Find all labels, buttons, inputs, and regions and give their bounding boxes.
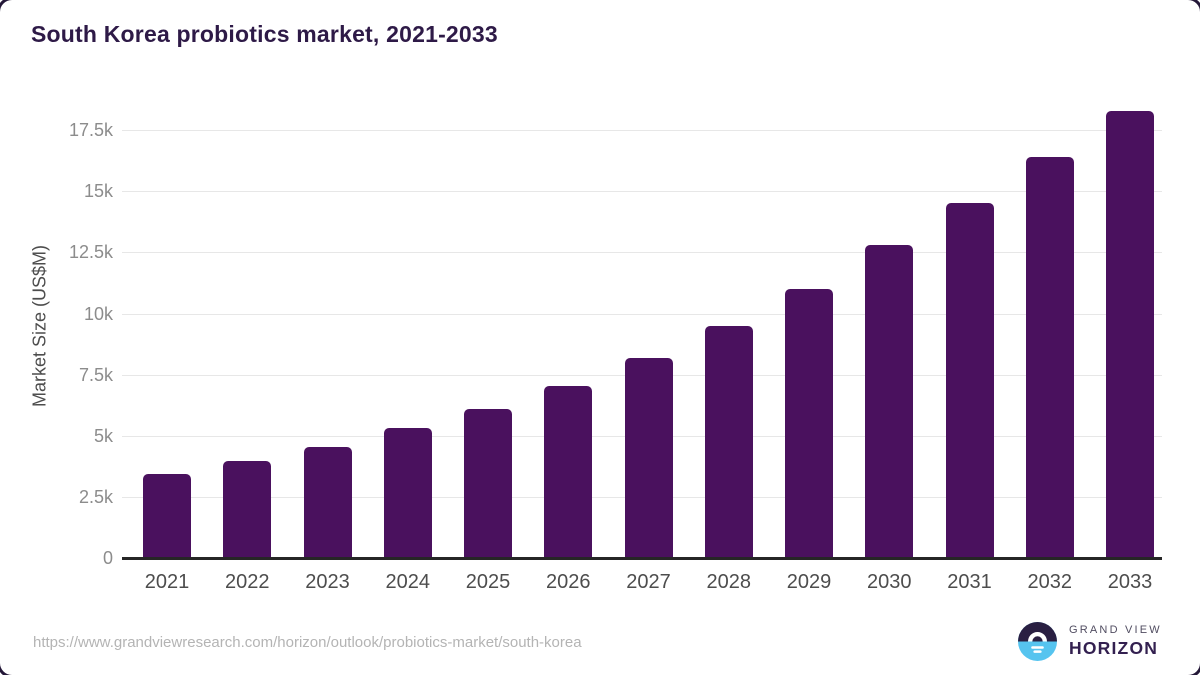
bar-2030[interactable] [865, 245, 914, 558]
bar-2029[interactable] [785, 289, 833, 558]
logo-text-line1: GRAND VIEW [1069, 624, 1162, 636]
x-tick-label-2026: 2026 [546, 571, 591, 593]
x-tick-label-2030: 2030 [867, 571, 912, 593]
x-tick-label-2029: 2029 [786, 571, 832, 593]
y-tick-label: 0 [102, 548, 113, 568]
y-tick-label: 10k [83, 303, 113, 324]
x-tick-label-2023: 2023 [305, 571, 350, 593]
bar-2031[interactable] [945, 203, 994, 558]
gridline-10k [122, 313, 1162, 315]
brand-logo: GRAND VIEW HORIZON [1018, 622, 1162, 661]
bar-2024[interactable] [383, 428, 432, 558]
chart-title: South Korea probiotics market, 2021-2033 [31, 21, 498, 47]
x-tick-label-2022: 2022 [225, 571, 270, 593]
bar-2025[interactable] [464, 408, 512, 558]
y-tick-label: 17.5k [68, 120, 113, 141]
bar-2028[interactable] [704, 325, 753, 558]
x-tick-label-2033: 2033 [1107, 571, 1153, 593]
x-axis-line [122, 557, 1162, 560]
x-tick-label-2028: 2028 [706, 571, 752, 593]
logo-text: GRAND VIEW HORIZON [1069, 624, 1162, 659]
gridline-12.5k [122, 252, 1162, 254]
x-tick-label-2024: 2024 [385, 571, 431, 593]
bar-2032[interactable] [1025, 157, 1074, 558]
bar-2023[interactable] [303, 446, 352, 558]
bar-2033[interactable] [1106, 110, 1154, 558]
horizon-logo-icon [1018, 622, 1057, 661]
y-tick-label: 2.5k [78, 486, 113, 507]
y-tick-label: 12.5k [68, 242, 113, 263]
x-tick-label-2027: 2027 [626, 571, 671, 593]
y-tick-label: 5k [93, 425, 113, 446]
gridline-17.5k [122, 130, 1162, 132]
x-tick-label-2031: 2031 [947, 571, 992, 593]
y-tick-label: 15k [83, 181, 113, 202]
source-url: https://www.grandviewresearch.com/horizo… [33, 634, 582, 651]
bar-2022[interactable] [223, 461, 272, 558]
bar-2027[interactable] [624, 357, 673, 558]
bar-2021[interactable] [143, 473, 191, 558]
y-tick-label: 7.5k [78, 364, 113, 385]
logo-text-line2: HORIZON [1069, 638, 1159, 658]
x-tick-label-2025: 2025 [465, 571, 511, 593]
x-tick-label-2032: 2032 [1027, 571, 1073, 593]
gridline-15k [122, 191, 1162, 193]
bar-2026[interactable] [544, 385, 593, 558]
x-tick-label-2021: 2021 [144, 571, 190, 593]
